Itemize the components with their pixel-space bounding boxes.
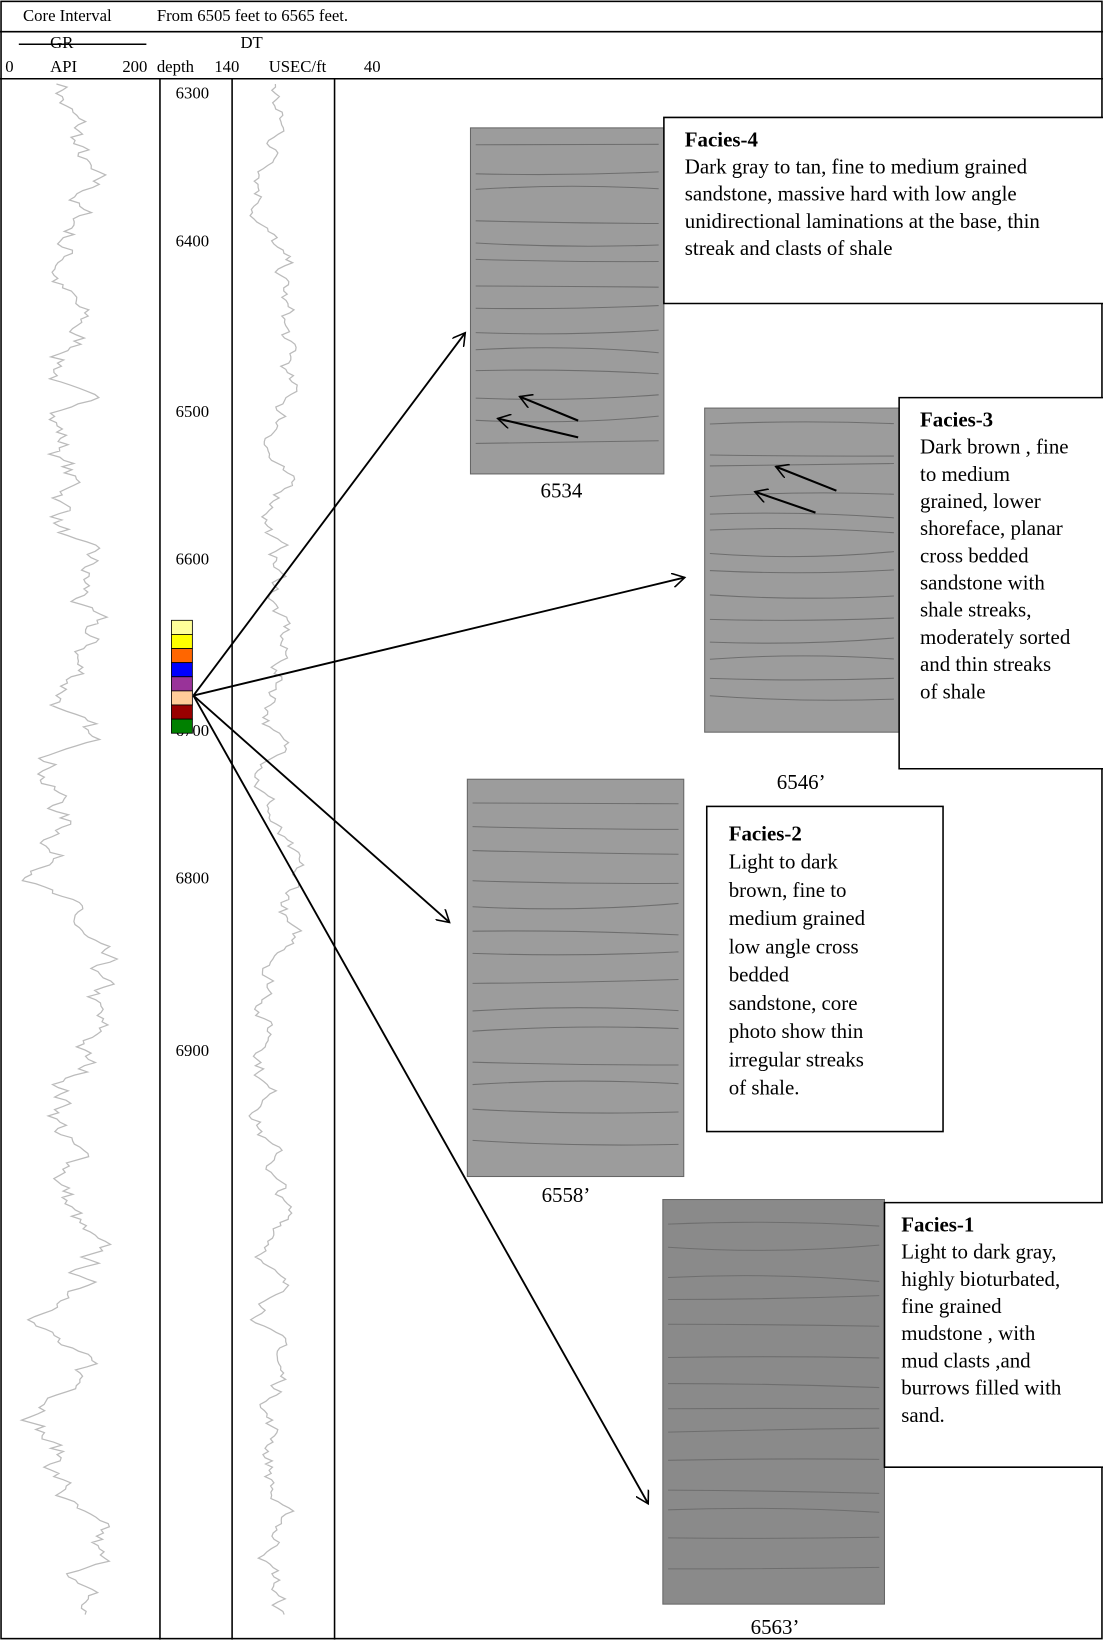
photo-depth: 6563’ bbox=[751, 1615, 800, 1639]
gr-unit: API bbox=[50, 57, 77, 76]
dt-curve bbox=[249, 84, 303, 1615]
facies-description: of shale. bbox=[729, 1076, 800, 1100]
facies-description: sand. bbox=[901, 1403, 945, 1427]
facies-description: sandstone, massive hard with low angle bbox=[685, 182, 1017, 206]
facies-arrow bbox=[193, 577, 684, 695]
facies-description: grained, lower bbox=[920, 489, 1041, 513]
facies-description: medium grained bbox=[729, 906, 866, 930]
gr-min: 0 bbox=[5, 57, 13, 76]
depth-tick-label: 6500 bbox=[176, 402, 209, 421]
facies-description: to medium bbox=[920, 462, 1010, 486]
facies-swatch bbox=[171, 620, 192, 634]
facies-swatch bbox=[171, 663, 192, 677]
facies-description: shale streaks, bbox=[920, 598, 1031, 622]
dt-label: DT bbox=[240, 33, 262, 52]
facies-description: of shale bbox=[920, 679, 986, 703]
facies-description: sandstone, core bbox=[729, 991, 858, 1015]
core-photo bbox=[467, 779, 683, 1176]
facies-swatch bbox=[171, 691, 192, 705]
facies-description: streak and clasts of shale bbox=[685, 236, 893, 260]
facies-description: bedded bbox=[729, 963, 790, 987]
facies-swatch bbox=[171, 677, 192, 691]
facies-description: cross bedded bbox=[920, 543, 1029, 567]
facies-title: Facies-2 bbox=[729, 821, 802, 845]
photo-depth: 6546’ bbox=[777, 770, 826, 794]
depth-tick-label: 6300 bbox=[176, 83, 209, 102]
facies-description: irregular streaks bbox=[729, 1047, 864, 1071]
facies-description: Dark gray to tan, fine to medium grained bbox=[685, 154, 1028, 178]
core-photo bbox=[663, 1200, 885, 1605]
facies-description: photo show thin bbox=[729, 1019, 864, 1043]
facies-description: mudstone , with bbox=[901, 1321, 1036, 1345]
facies-swatch bbox=[171, 634, 192, 648]
depth-tick-label: 6600 bbox=[176, 550, 209, 569]
photo-depth: 6558’ bbox=[542, 1183, 591, 1207]
facies-swatch bbox=[171, 719, 192, 733]
gr-curve bbox=[22, 84, 118, 1615]
header-interval: From 6505 feet to 6565 feet. bbox=[157, 6, 348, 25]
dt-unit: USEC/ft bbox=[269, 57, 327, 76]
gr-label: GR bbox=[50, 33, 74, 52]
facies-arrow bbox=[193, 333, 465, 696]
facies-description: fine grained bbox=[901, 1294, 1002, 1318]
page: Core Interval From 6505 feet to 6565 fee… bbox=[0, 0, 1103, 1640]
core-photo bbox=[705, 408, 899, 732]
facies-description: brown, fine to bbox=[729, 878, 847, 902]
facies-description: sandstone with bbox=[920, 571, 1045, 595]
facies-swatch bbox=[171, 649, 192, 663]
facies-description: Dark brown , fine bbox=[920, 435, 1069, 459]
facies-description: and thin streaks bbox=[920, 652, 1051, 676]
facies-description: highly bioturbated, bbox=[901, 1267, 1060, 1291]
facies-description: mud clasts ,and bbox=[901, 1348, 1031, 1372]
depth-tick-label: 6800 bbox=[176, 868, 209, 887]
facies-description: unidirectional laminations at the base, … bbox=[685, 209, 1041, 233]
photo-depth: 6534 bbox=[541, 479, 583, 503]
facies-description: Light to dark bbox=[729, 850, 839, 874]
facies-description: moderately sorted bbox=[920, 625, 1071, 649]
facies-description: low angle cross bbox=[729, 934, 859, 958]
facies-description: Light to dark gray, bbox=[901, 1240, 1056, 1264]
header-title: Core Interval bbox=[23, 6, 112, 25]
gr-max: 200 bbox=[122, 57, 147, 76]
depth-tick-label: 6400 bbox=[176, 232, 209, 251]
facies-title: Facies-3 bbox=[920, 407, 993, 431]
facies-swatch bbox=[171, 705, 192, 719]
dt-max: 140 bbox=[214, 57, 239, 76]
facies-title: Facies-4 bbox=[685, 127, 759, 151]
depth-tick-label: 6900 bbox=[176, 1041, 209, 1060]
dt-min: 40 bbox=[364, 57, 381, 76]
depth-label: depth bbox=[157, 57, 195, 76]
facies-title: Facies-1 bbox=[901, 1212, 974, 1236]
facies-description: burrows filled with bbox=[901, 1376, 1062, 1400]
facies-description: shoreface, planar bbox=[920, 516, 1063, 540]
